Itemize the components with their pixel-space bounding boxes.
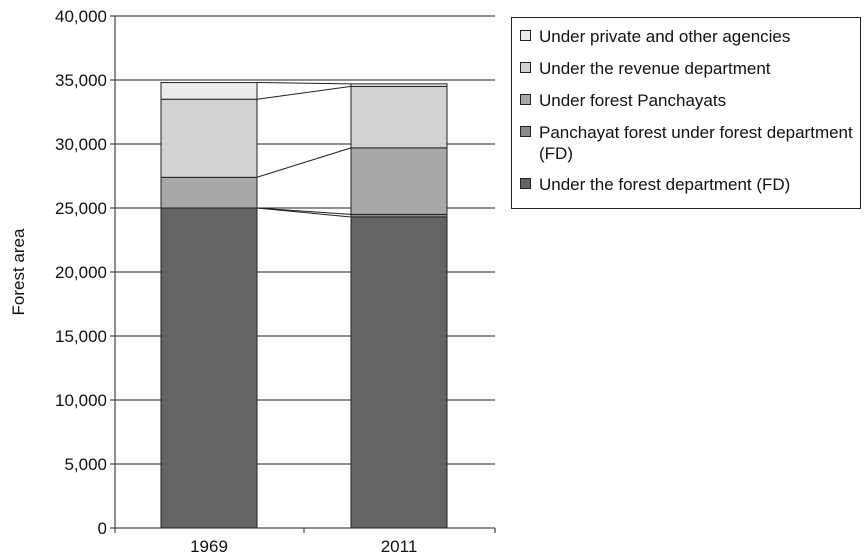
legend-swatch-forest-panchayats <box>520 94 531 105</box>
bars <box>160 82 448 529</box>
axes <box>110 15 496 533</box>
y-tick-label: 0 <box>98 519 107 538</box>
bar-segment <box>350 83 448 87</box>
y-tick-label: 30,000 <box>55 135 107 154</box>
connector-lines <box>256 82 352 218</box>
y-tick-label: 5,000 <box>64 455 107 474</box>
y-tick-label: 10,000 <box>55 391 107 410</box>
y-tick-label: 25,000 <box>55 199 107 218</box>
bar-segment <box>160 176 258 209</box>
connector-line <box>256 82 352 85</box>
bar-segment <box>160 207 258 529</box>
legend: Under private and other agencies Under t… <box>511 17 861 209</box>
connector-line <box>256 147 352 178</box>
bar-segment <box>350 85 448 149</box>
legend-label-forest-panchayats: Under forest Panchayats <box>539 91 727 110</box>
bar-segment <box>160 82 258 100</box>
x-tick-label: 1969 <box>190 537 228 556</box>
legend-swatch-panchayat-under-fd <box>520 126 531 137</box>
y-axis-label: Forest area <box>9 228 28 315</box>
connector-line <box>256 85 352 100</box>
y-tick-label: 35,000 <box>55 71 107 90</box>
legend-swatch-forest-department <box>520 178 531 189</box>
legend-label-panchayat-under-fd: Panchayat forest under forest department… <box>539 123 853 163</box>
bar-segment <box>350 216 448 529</box>
bar-segment <box>350 147 448 215</box>
y-tick-label: 40,000 <box>55 7 107 26</box>
bar-segment <box>160 98 258 178</box>
x-tick-label: 2011 <box>381 537 418 556</box>
y-tick-label: 20,000 <box>55 263 107 282</box>
legend-label-revenue: Under the revenue department <box>539 59 771 78</box>
connector-line <box>256 207 352 215</box>
x-tick-labels: 1969 2011 <box>190 537 417 556</box>
y-tick-labels: 0 5,000 10,000 15,000 20,000 25,000 30,000 35,0… <box>55 7 107 538</box>
legend-label-forest-department: Under the forest department (FD) <box>539 175 791 194</box>
y-tick-label: 15,000 <box>55 327 107 346</box>
legend-swatch-private <box>520 30 531 41</box>
legend-swatch-revenue <box>520 62 531 73</box>
legend-label-private: Under private and other agencies <box>539 27 791 46</box>
